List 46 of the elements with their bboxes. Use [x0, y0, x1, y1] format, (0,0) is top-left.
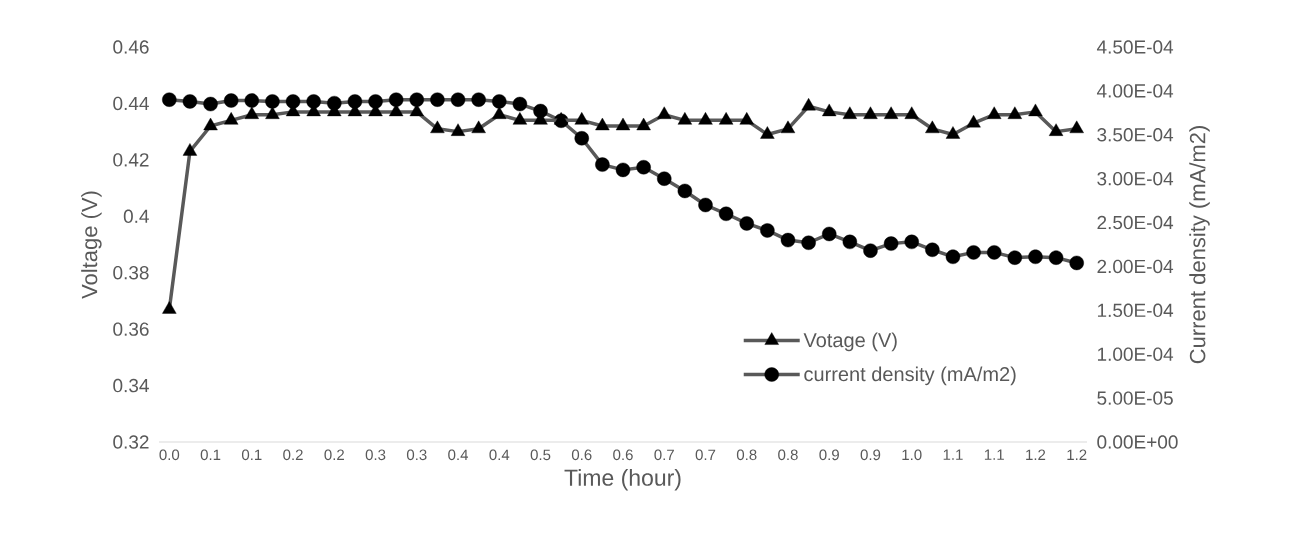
y2-tick-label: 4.00E-04 — [1096, 84, 1174, 98]
x-tick-label: 0.1 — [241, 449, 262, 461]
y2-tick-label: 1.50E-04 — [1097, 303, 1174, 318]
legend-label: current density (mA/m2) — [804, 366, 1016, 386]
y2-tick-label: 2.50E-04 — [1097, 215, 1174, 230]
x-axis-title: Time (hour) — [564, 468, 681, 491]
y2-tick-label: 2.00E-04 — [1097, 259, 1174, 274]
x-tick-label: 0.7 — [654, 449, 674, 461]
x-tick-label: 0.4 — [448, 449, 469, 461]
y-tick-label: 0.36 — [113, 322, 149, 336]
y-tick-label: 0.4 — [123, 209, 149, 224]
x-tick-label: 0.3 — [365, 449, 386, 461]
x-tick-label: 0.1 — [200, 449, 221, 461]
y2-tick-label: 3.00E-04 — [1097, 171, 1174, 186]
y-tick-label: 0.38 — [113, 265, 149, 280]
x-tick-label: 0.2 — [283, 449, 303, 461]
x-tick-label: 0.4 — [489, 449, 510, 461]
x-tick-label: 0.6 — [613, 449, 633, 461]
y-tick-label: 0.46 — [113, 40, 149, 54]
x-tick-label: 0.0 — [159, 449, 180, 461]
x-tick-label: 0.2 — [324, 449, 344, 461]
x-tick-label: 0.8 — [778, 449, 798, 461]
y-axis-title: Voltage (V) — [81, 191, 102, 299]
x-tick-label: 0.9 — [819, 449, 839, 461]
legend-label: Votage (V) — [803, 332, 897, 352]
y-tick-label: 0.34 — [113, 378, 149, 393]
x-tick-label: 1.2 — [1026, 449, 1046, 460]
y-tick-label: 0.32 — [113, 435, 149, 449]
y2-tick-label: 0.00E+00 — [1097, 435, 1178, 449]
x-tick-label: 1.2 — [1067, 449, 1087, 460]
y2-tick-label: 3.50E-04 — [1097, 128, 1174, 142]
x-tick-label: 0.6 — [571, 449, 592, 461]
y-tick-label: 0.44 — [113, 96, 149, 111]
y2-tick-label: 5.00E-05 — [1097, 391, 1173, 405]
x-tick-label: 0.7 — [695, 449, 716, 461]
x-tick-label: 1.1 — [984, 449, 1004, 460]
x-tick-label: 1.1 — [943, 449, 963, 460]
x-tick-label: 0.8 — [736, 449, 757, 461]
y2-axis-title: Current density (mA/m2) — [1189, 126, 1210, 364]
x-tick-label: 0.5 — [530, 449, 551, 461]
y-tick-label: 0.42 — [113, 153, 149, 167]
x-tick-label: 0.3 — [406, 449, 427, 461]
x-tick-label: 0.9 — [860, 449, 881, 461]
y2-tick-label: 1.00E-04 — [1097, 347, 1174, 361]
x-tick-label: 1.0 — [902, 449, 922, 461]
y2-tick-label: 4.50E-04 — [1096, 40, 1174, 54]
